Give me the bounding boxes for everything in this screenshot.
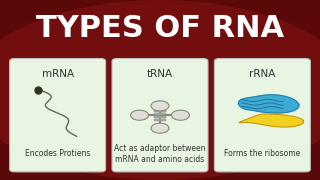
FancyBboxPatch shape: [154, 110, 166, 112]
FancyBboxPatch shape: [154, 116, 166, 118]
Text: rRNA: rRNA: [249, 69, 276, 79]
Circle shape: [172, 110, 189, 120]
Polygon shape: [239, 114, 304, 127]
Circle shape: [151, 101, 169, 111]
Text: Forms the ribosome: Forms the ribosome: [224, 149, 300, 158]
FancyBboxPatch shape: [154, 113, 166, 115]
FancyBboxPatch shape: [10, 58, 106, 172]
FancyBboxPatch shape: [112, 58, 208, 172]
Text: Act as adaptor between
mRNA and amino acids: Act as adaptor between mRNA and amino ac…: [114, 144, 206, 164]
Text: TYPES OF RNA: TYPES OF RNA: [36, 14, 284, 43]
Polygon shape: [238, 95, 299, 113]
Text: tRNA: tRNA: [147, 69, 173, 79]
Circle shape: [131, 110, 148, 120]
FancyBboxPatch shape: [214, 58, 310, 172]
Circle shape: [151, 123, 169, 133]
FancyBboxPatch shape: [154, 119, 166, 121]
Text: Encodes Protiens: Encodes Protiens: [25, 149, 90, 158]
Text: mRNA: mRNA: [42, 69, 74, 79]
